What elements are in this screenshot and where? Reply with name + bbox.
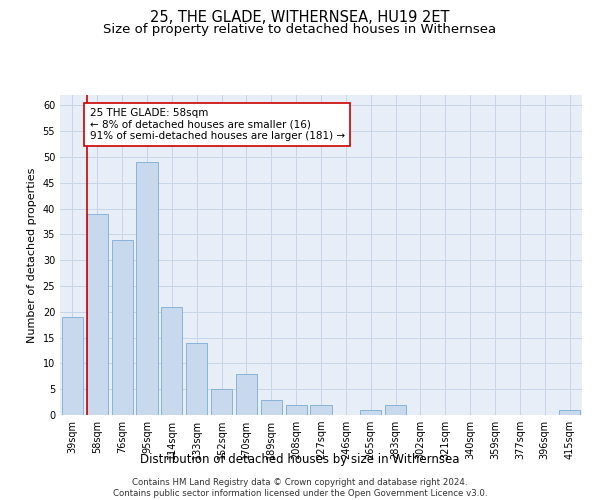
Bar: [136, 162, 158, 415]
Text: 25, THE GLADE, WITHERNSEA, HU19 2ET: 25, THE GLADE, WITHERNSEA, HU19 2ET: [150, 10, 450, 25]
Bar: [261, 400, 282, 415]
Text: Contains HM Land Registry data © Crown copyright and database right 2024.
Contai: Contains HM Land Registry data © Crown c…: [113, 478, 487, 498]
Bar: [286, 404, 307, 415]
Text: Distribution of detached houses by size in Withernsea: Distribution of detached houses by size …: [140, 452, 460, 466]
Bar: [310, 404, 332, 415]
Bar: [236, 374, 257, 415]
Text: 25 THE GLADE: 58sqm
← 8% of detached houses are smaller (16)
91% of semi-detache: 25 THE GLADE: 58sqm ← 8% of detached hou…: [90, 108, 345, 141]
Y-axis label: Number of detached properties: Number of detached properties: [27, 168, 37, 342]
Bar: [186, 342, 207, 415]
Bar: [559, 410, 580, 415]
Bar: [360, 410, 381, 415]
Bar: [112, 240, 133, 415]
Bar: [87, 214, 108, 415]
Bar: [161, 306, 182, 415]
Bar: [385, 404, 406, 415]
Bar: [62, 317, 83, 415]
Bar: [211, 389, 232, 415]
Text: Size of property relative to detached houses in Withernsea: Size of property relative to detached ho…: [103, 24, 497, 36]
